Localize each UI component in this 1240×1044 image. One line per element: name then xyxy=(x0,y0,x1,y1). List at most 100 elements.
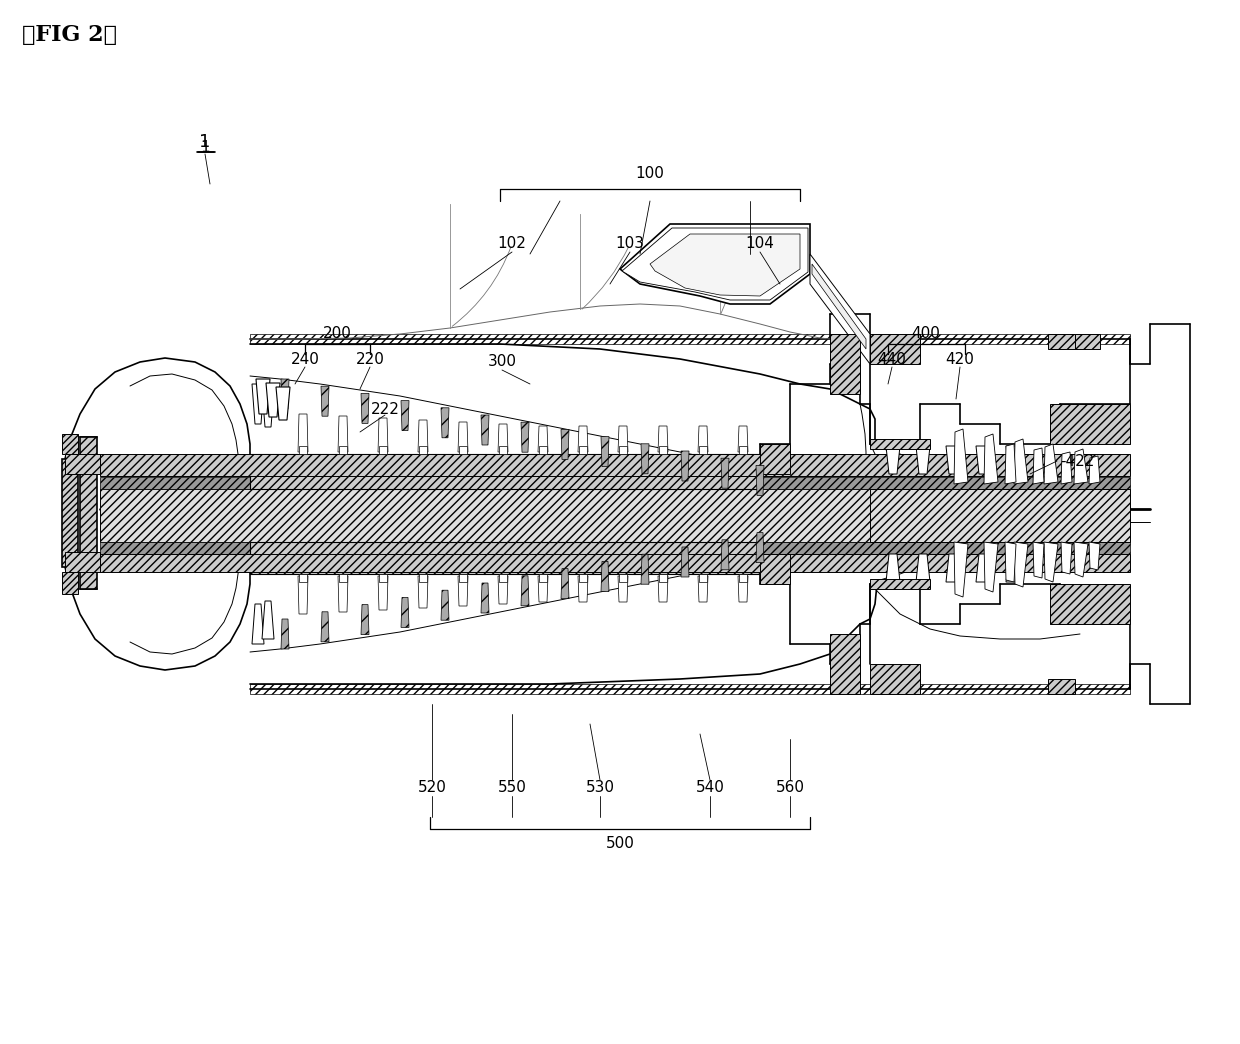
Polygon shape xyxy=(361,604,370,635)
Polygon shape xyxy=(1050,584,1130,624)
Polygon shape xyxy=(419,574,427,582)
Polygon shape xyxy=(481,416,489,445)
Polygon shape xyxy=(620,224,810,304)
Polygon shape xyxy=(1050,404,1130,444)
Polygon shape xyxy=(250,454,760,489)
Polygon shape xyxy=(916,446,930,474)
Polygon shape xyxy=(641,444,649,474)
Polygon shape xyxy=(262,389,274,427)
Polygon shape xyxy=(810,254,870,364)
Text: 300: 300 xyxy=(487,355,517,370)
Polygon shape xyxy=(658,426,668,452)
Polygon shape xyxy=(459,574,467,582)
Polygon shape xyxy=(887,554,900,582)
Polygon shape xyxy=(339,574,347,582)
Polygon shape xyxy=(1089,542,1100,570)
Polygon shape xyxy=(298,576,308,614)
Polygon shape xyxy=(1075,334,1100,349)
Polygon shape xyxy=(1089,456,1100,484)
Polygon shape xyxy=(298,414,308,452)
Polygon shape xyxy=(1014,542,1028,587)
Polygon shape xyxy=(658,574,667,582)
Polygon shape xyxy=(870,579,930,589)
Polygon shape xyxy=(498,574,507,582)
Polygon shape xyxy=(498,576,508,604)
Polygon shape xyxy=(250,334,1130,345)
Polygon shape xyxy=(361,394,370,424)
Polygon shape xyxy=(459,446,467,454)
Text: 400: 400 xyxy=(911,327,940,341)
Polygon shape xyxy=(658,446,667,454)
Polygon shape xyxy=(756,532,764,563)
Polygon shape xyxy=(760,444,790,474)
Polygon shape xyxy=(62,459,78,567)
Polygon shape xyxy=(418,420,428,452)
Polygon shape xyxy=(481,583,489,613)
Polygon shape xyxy=(281,619,289,649)
Polygon shape xyxy=(100,477,1130,489)
Polygon shape xyxy=(619,446,627,454)
Polygon shape xyxy=(954,429,968,484)
Polygon shape xyxy=(887,446,900,474)
Polygon shape xyxy=(252,384,264,424)
Text: 102: 102 xyxy=(497,237,527,252)
Polygon shape xyxy=(498,446,507,454)
Polygon shape xyxy=(339,576,348,612)
Polygon shape xyxy=(401,597,409,627)
Polygon shape xyxy=(720,540,729,570)
Polygon shape xyxy=(622,228,808,300)
Polygon shape xyxy=(578,426,588,452)
Polygon shape xyxy=(521,576,529,606)
Polygon shape xyxy=(954,542,968,597)
Polygon shape xyxy=(299,446,308,454)
Polygon shape xyxy=(1048,334,1075,349)
Polygon shape xyxy=(1033,542,1044,578)
Polygon shape xyxy=(976,446,990,474)
Polygon shape xyxy=(739,446,746,454)
Polygon shape xyxy=(699,446,707,454)
Polygon shape xyxy=(250,542,760,574)
Polygon shape xyxy=(618,426,627,452)
Polygon shape xyxy=(339,416,348,452)
Polygon shape xyxy=(1014,438,1028,484)
Text: 222: 222 xyxy=(371,402,399,417)
Polygon shape xyxy=(255,379,270,414)
Text: 220: 220 xyxy=(356,352,384,366)
Text: 440: 440 xyxy=(878,352,906,366)
Polygon shape xyxy=(78,454,100,474)
Polygon shape xyxy=(64,552,100,572)
Polygon shape xyxy=(1061,452,1073,484)
Text: 1: 1 xyxy=(200,140,210,155)
Polygon shape xyxy=(1004,444,1016,484)
Polygon shape xyxy=(299,574,308,582)
Polygon shape xyxy=(419,446,427,454)
Polygon shape xyxy=(441,408,449,437)
Polygon shape xyxy=(539,574,547,582)
Polygon shape xyxy=(946,554,960,582)
Text: 520: 520 xyxy=(418,781,446,796)
Polygon shape xyxy=(830,634,861,694)
Polygon shape xyxy=(681,547,689,577)
Polygon shape xyxy=(720,458,729,489)
Polygon shape xyxy=(985,542,998,592)
Polygon shape xyxy=(698,576,708,602)
Text: 420: 420 xyxy=(946,352,975,366)
Polygon shape xyxy=(378,418,388,452)
Polygon shape xyxy=(812,264,866,349)
Text: 240: 240 xyxy=(290,352,320,366)
Polygon shape xyxy=(739,574,746,582)
Polygon shape xyxy=(579,446,587,454)
Polygon shape xyxy=(698,426,708,452)
Polygon shape xyxy=(379,446,387,454)
Polygon shape xyxy=(976,554,990,582)
Polygon shape xyxy=(830,334,861,394)
Polygon shape xyxy=(539,446,547,454)
Polygon shape xyxy=(650,234,800,296)
Polygon shape xyxy=(418,576,428,608)
Polygon shape xyxy=(1033,448,1044,484)
Polygon shape xyxy=(441,590,449,620)
Polygon shape xyxy=(378,576,388,610)
Text: 540: 540 xyxy=(696,781,724,796)
Polygon shape xyxy=(100,542,1130,554)
Polygon shape xyxy=(100,454,1130,476)
